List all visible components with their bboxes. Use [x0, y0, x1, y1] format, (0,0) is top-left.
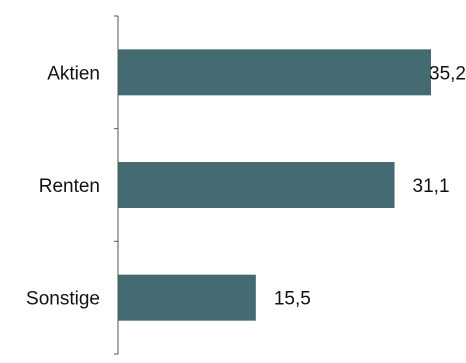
category-label-aktien: Aktien — [47, 63, 100, 84]
value-label-renten: 31,1 — [413, 176, 450, 197]
bar-sonstige — [118, 274, 256, 321]
bar-renten — [118, 162, 395, 208]
bar-aktien — [118, 49, 431, 96]
category-label-sonstige: Sonstige — [26, 289, 100, 310]
value-label-sonstige: 15,5 — [274, 289, 311, 310]
category-label-renten: Renten — [39, 176, 100, 197]
value-label-aktien: 35,2 — [429, 63, 466, 84]
